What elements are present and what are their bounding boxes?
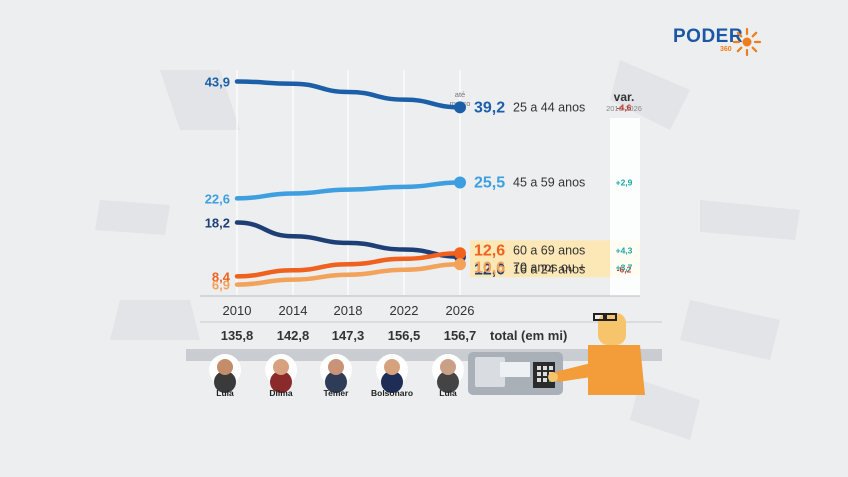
voting-machine-key [543,366,547,370]
voting-machine-key [537,366,541,370]
voter-hand [548,372,558,382]
series-end-label: 12,0 [474,262,505,279]
series-name-label: 16 a 24 anos [513,263,585,277]
voter-arm [555,362,598,382]
total-value: 156,7 [444,328,477,343]
voting-machine-screen [475,357,505,387]
series-end-point [454,101,466,114]
voter-head [598,313,626,345]
var-subheader: 2010-2026 [606,104,642,113]
series-start-label: 6,9 [212,278,230,293]
series-start-label: 18,2 [205,216,230,231]
x-tick-label: 2014 [279,303,308,318]
president-avatar-face [440,359,456,375]
president-avatar-body [381,371,403,393]
x-tick-label: 2018 [334,303,363,318]
president-avatar-body [325,371,347,393]
series-start-label: 22,6 [205,191,230,206]
series-var-value: -4,6 [617,102,632,112]
president-avatar-face [328,359,344,375]
series-name-label: 45 a 59 anos [513,176,585,190]
end-note: até [455,90,465,99]
series-end-label: 10,6 [474,259,505,276]
voting-machine-key [543,378,547,382]
series-line [234,180,463,201]
series-end-point [454,247,466,260]
series-end-point [454,176,466,189]
voting-machine-key [543,372,547,376]
president-name: Bolsonaro [371,388,413,398]
series-name-label: 70 anos ou + [513,260,586,274]
series-end-label: 12,6 [474,242,505,259]
totals-label: total (em mi) [490,328,567,343]
voting-machine-paper [500,362,530,377]
president-avatar-body [214,371,236,393]
total-value: 147,3 [332,328,365,343]
voting-machine-key [537,372,541,376]
president-avatar-face [217,359,233,375]
president-name: Lula [439,388,457,398]
total-value: 156,5 [388,328,421,343]
series-start-label: 43,9 [205,75,230,90]
series-var-value: +3,7 [616,262,633,272]
series-start-label: 8,4 [212,269,231,284]
series-name-label: 60 a 69 anos [513,243,585,257]
voting-machine-key [549,366,553,370]
series-line [234,79,463,110]
series-var-value: +2,9 [616,178,633,188]
voting-machine-key [537,378,541,382]
series-var-value: +4,3 [616,245,633,255]
voter-glasses-icon [605,313,617,321]
series-line [234,220,463,259]
x-tick-label: 2022 [390,303,419,318]
highlight-band-60-69 [470,240,640,261]
series-end-point [454,258,466,271]
president-avatar-face [273,359,289,375]
x-tick-label: 2010 [223,303,252,318]
total-value: 135,8 [221,328,254,343]
voter-glasses-icon [593,313,605,321]
president-name: Lula [216,388,234,398]
sun-icon [732,27,762,57]
series-line [234,262,463,287]
series-end-label: 25,5 [474,175,505,192]
var-column-background [610,118,640,296]
series-end-label: 39,2 [474,99,505,116]
series-line [234,251,463,279]
series-name-label: 25 a 44 anos [513,100,585,114]
president-avatar-body [437,371,459,393]
x-tick-label: 2026 [446,303,475,318]
var-header: var. [614,90,635,104]
president-avatar-face [384,359,400,375]
total-value: 142,8 [277,328,310,343]
series-var-value: -6,2 [617,265,632,275]
highlight-band-70-plus [470,257,640,278]
president-avatar-body [270,371,292,393]
brand-logo: PODER [673,26,744,47]
president-name: Dilma [269,388,292,398]
brand-logo-number: 360 [720,46,732,53]
voter-body [588,345,645,395]
president-name: Temer [324,388,350,398]
